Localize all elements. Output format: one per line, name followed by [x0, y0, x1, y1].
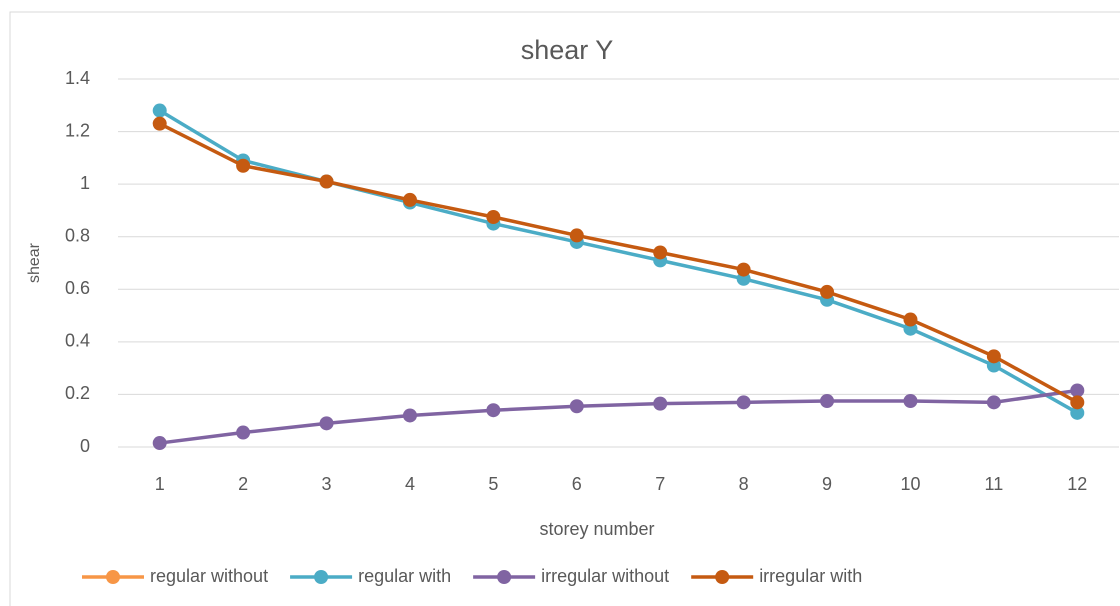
series-marker — [152, 116, 167, 131]
y-tick-label: 0.2 — [65, 383, 90, 403]
x-axis-label: storey number — [539, 519, 654, 539]
x-tick-label: 3 — [322, 474, 332, 494]
series-marker — [152, 103, 167, 118]
series-marker — [653, 245, 668, 260]
y-tick-label: 1 — [80, 173, 90, 193]
legend-label: regular without — [150, 566, 268, 586]
y-tick-label: 0 — [80, 436, 90, 456]
series-line — [158, 122, 1079, 404]
series-line — [159, 388, 1078, 445]
legend-marker — [314, 570, 329, 584]
chart-title: shear Y — [521, 35, 614, 65]
series-marker — [903, 312, 918, 327]
series-marker — [653, 396, 668, 411]
legend-marker — [715, 570, 730, 584]
series-marker — [236, 158, 251, 173]
x-tick-label: 4 — [405, 474, 415, 494]
series-marker — [820, 284, 835, 299]
x-tick-label: 1 — [155, 474, 165, 494]
chart-border — [9, 11, 1120, 606]
y-tick-label: 0.4 — [65, 331, 90, 351]
legend-label: irregular without — [541, 566, 669, 586]
series-marker — [236, 425, 251, 440]
legend-label: irregular with — [759, 566, 862, 586]
series-marker — [1070, 395, 1085, 410]
series-marker — [569, 399, 584, 414]
x-tick-label: 6 — [572, 474, 582, 494]
series-marker — [903, 394, 918, 408]
legend-marker — [497, 570, 512, 584]
series-marker — [986, 349, 1001, 364]
legend-marker — [106, 570, 120, 584]
y-tick-label: 1.4 — [65, 68, 90, 88]
x-tick-label: 11 — [985, 474, 1004, 494]
x-tick-label: 12 — [1067, 474, 1087, 494]
series-marker — [319, 416, 334, 431]
series-marker — [820, 394, 835, 408]
x-tick-label: 8 — [739, 474, 749, 494]
y-axis-label: shear — [26, 242, 43, 283]
y-tick-label: 0.8 — [65, 225, 90, 245]
series-marker — [736, 395, 751, 410]
x-tick-label: 9 — [822, 474, 832, 494]
legend-label: regular with — [358, 566, 451, 586]
x-tick-label: 2 — [238, 474, 248, 494]
series-marker — [152, 436, 167, 451]
series-marker — [402, 408, 417, 423]
series-marker — [986, 395, 1001, 410]
series-marker — [486, 210, 501, 224]
series-marker — [1070, 383, 1085, 398]
series-marker — [486, 403, 501, 418]
y-tick-label: 1.2 — [65, 120, 90, 140]
series-marker — [402, 192, 417, 207]
series-marker — [1070, 405, 1085, 420]
x-tick-label: 7 — [655, 474, 665, 494]
x-tick-label: 5 — [488, 474, 498, 494]
series-marker — [569, 228, 584, 243]
series-marker — [736, 262, 751, 277]
y-tick-label: 0.6 — [65, 278, 90, 298]
x-tick-label: 10 — [900, 474, 920, 494]
series-marker — [319, 174, 334, 189]
